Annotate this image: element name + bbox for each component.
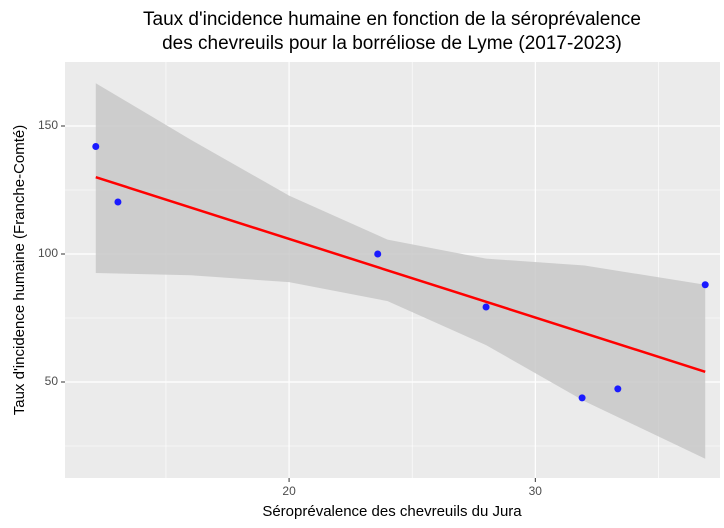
chart-title: Taux d'incidence humaine en fonction de … [143,9,641,30]
point [701,281,709,289]
x-tick-label: 30 [529,484,543,498]
confidence-band [95,83,706,459]
point [614,385,622,393]
y-tick-label: 50 [45,374,59,388]
point [92,142,100,150]
x-tick-label: 20 [282,484,296,498]
fit-line [95,176,706,373]
point [578,394,586,402]
point [482,303,490,311]
chart-title: des chevreuils pour la borréliose de Lym… [162,33,622,54]
y-axis-label: Taux d'incidence humaine (Franche-Comté) [11,125,28,416]
point [114,198,122,206]
point [374,250,382,258]
y-tick-label: 150 [38,118,58,132]
x-axis-label: Séroprévalence des chevreuils du Jura [262,503,522,520]
y-tick-label: 100 [38,246,58,260]
